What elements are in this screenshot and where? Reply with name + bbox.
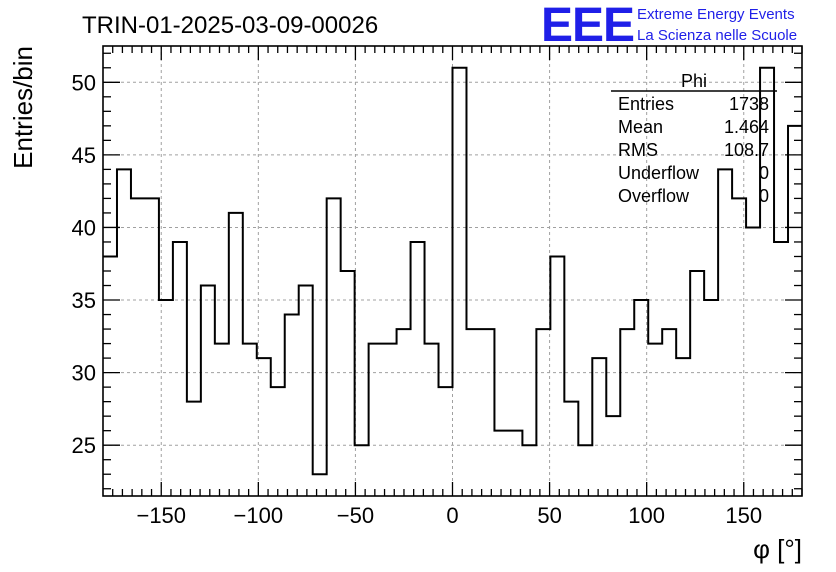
y-axis-label: Entries/bin: [8, 46, 38, 169]
eee-logo: EEE Extreme Energy Events La Scienza nel…: [541, 0, 797, 52]
stats-box-title: Phi: [681, 71, 707, 91]
stats-row-label: Overflow: [618, 186, 690, 206]
axis-ticks: [103, 46, 803, 496]
y-tick-label: 40: [72, 215, 96, 240]
x-tick-label: 0: [446, 503, 458, 528]
x-tick-label: 100: [628, 503, 665, 528]
x-tick-label: −150: [136, 503, 186, 528]
x-tick-labels: −150 −100 −50 0 50 100 150: [136, 503, 762, 528]
y-tick-label: 30: [72, 361, 96, 386]
stats-row-label: Entries: [618, 94, 674, 114]
histogram-series: [103, 66, 802, 476]
stats-rows: Entries 1738 Mean 1.464 RMS 108.7 Underflow 0 Ov…: [618, 94, 769, 206]
stats-row-value: 1.464: [724, 117, 769, 137]
y-tick-label: 45: [72, 143, 96, 168]
x-tick-label: −100: [234, 503, 284, 528]
logo-line-2: La Scienza nelle Scuole: [637, 27, 797, 44]
x-tick-label: −50: [337, 503, 374, 528]
x-axis-label: φ [°]: [753, 534, 802, 564]
chart-title: TRIN-01-2025-03-09-00026: [82, 12, 378, 39]
y-tick-label: 25: [72, 433, 96, 458]
stats-row-value: 108.7: [724, 140, 769, 160]
logo-mark: EEE: [541, 0, 634, 52]
stats-row-value: 0: [759, 163, 769, 183]
y-tick-label: 50: [72, 70, 96, 95]
stats-row-value: 1738: [729, 94, 769, 114]
stats-box: Phi Entries 1738 Mean 1.464 RMS 108.7 Underflo…: [611, 71, 777, 206]
logo-line-1: Extreme Energy Events: [637, 6, 795, 23]
x-tick-label: 150: [725, 503, 762, 528]
y-tick-labels: 25 30 35 40 45 50: [72, 70, 96, 458]
stats-row-label: RMS: [618, 140, 658, 160]
stats-row-label: Underflow: [618, 163, 700, 183]
stats-row-value: 0: [759, 186, 769, 206]
histogram-outline: [103, 66, 802, 476]
x-tick-label: 50: [537, 503, 561, 528]
stats-row-label: Mean: [618, 117, 663, 137]
y-tick-label: 35: [72, 288, 96, 313]
